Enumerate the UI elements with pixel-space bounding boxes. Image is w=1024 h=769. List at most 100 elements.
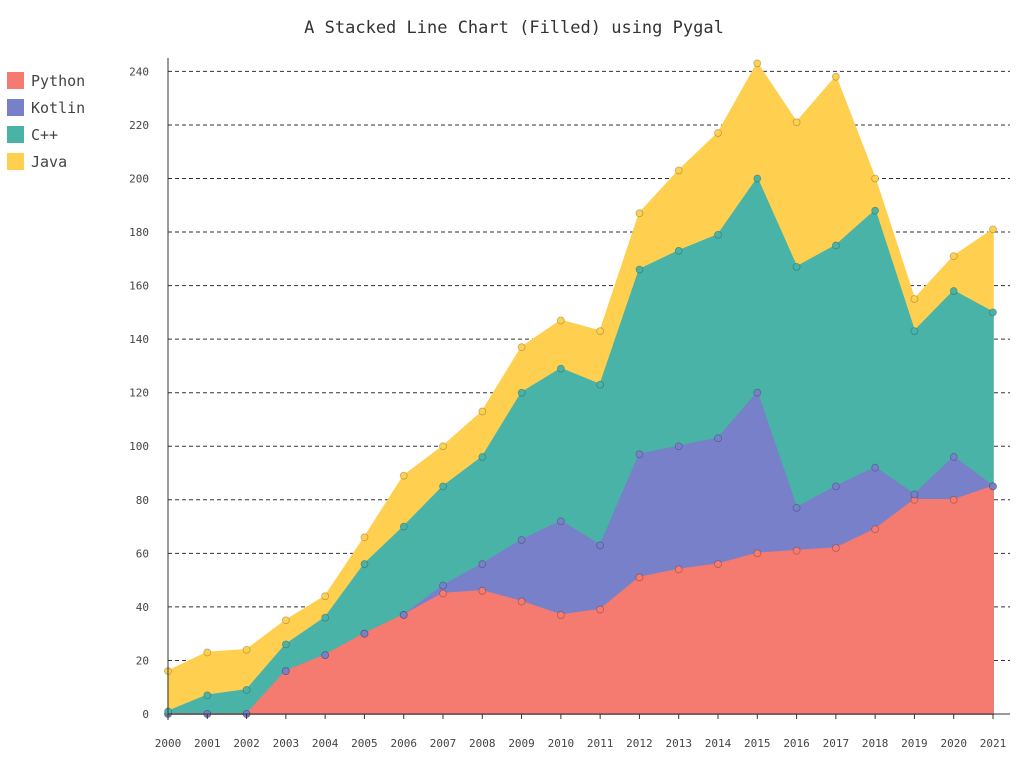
x-tick-label: 2014	[705, 737, 732, 750]
data-point-c-[interactable]	[399, 522, 408, 531]
data-point-kotlin[interactable]	[674, 442, 683, 451]
data-point-java[interactable]	[281, 616, 290, 625]
data-point-kotlin[interactable]	[989, 482, 997, 491]
x-tick-label: 2002	[233, 737, 260, 750]
data-point-c-[interactable]	[792, 262, 801, 271]
data-point-c-[interactable]	[203, 691, 212, 700]
data-point-python[interactable]	[792, 546, 801, 555]
data-point-java[interactable]	[910, 295, 919, 303]
data-point-python[interactable]	[831, 544, 840, 552]
x-tick-label: 2004	[312, 737, 339, 750]
data-point-python[interactable]	[714, 560, 722, 568]
data-point-java[interactable]	[792, 118, 801, 127]
data-point-kotlin[interactable]	[831, 482, 840, 491]
data-point-python[interactable]	[439, 589, 447, 598]
data-point-java[interactable]	[360, 533, 369, 542]
x-tick-label: 2010	[548, 737, 575, 750]
data-point-java[interactable]	[635, 209, 644, 218]
data-point-c-[interactable]	[478, 453, 487, 461]
data-point-kotlin[interactable]	[399, 611, 408, 619]
data-point-c-[interactable]	[831, 241, 840, 250]
data-point-kotlin[interactable]	[792, 503, 801, 512]
data-point-java[interactable]	[517, 343, 526, 352]
data-point-kotlin[interactable]	[556, 517, 565, 526]
data-point-c-[interactable]	[714, 230, 722, 239]
data-point-kotlin[interactable]	[517, 536, 526, 544]
data-point-kotlin[interactable]	[281, 667, 290, 676]
data-point-c-[interactable]	[556, 364, 565, 373]
data-point-kotlin[interactable]	[871, 463, 880, 472]
legend-swatch	[7, 72, 24, 89]
axis-layer: 0 20 40 60 80 100 120 140 160 180 200 220 240 2000 200…	[129, 58, 1010, 750]
x-tick-label: 2016	[783, 737, 810, 750]
data-point-c-[interactable]	[439, 482, 447, 491]
data-point-kotlin[interactable]	[360, 629, 369, 638]
data-point-python[interactable]	[596, 605, 605, 614]
x-tick-label: 2015	[744, 737, 771, 750]
data-point-python[interactable]	[871, 525, 880, 534]
data-point-python[interactable]	[674, 565, 683, 574]
data-point-kotlin[interactable]	[949, 453, 958, 461]
data-point-java[interactable]	[989, 225, 997, 234]
data-point-kotlin[interactable]	[635, 450, 644, 459]
data-point-java[interactable]	[753, 59, 762, 68]
data-point-java[interactable]	[203, 648, 212, 657]
data-point-java[interactable]	[674, 166, 683, 175]
y-tick-label: 200	[129, 172, 149, 185]
data-point-c-[interactable]	[989, 308, 997, 317]
x-tick-label: 2017	[823, 737, 850, 750]
data-point-python[interactable]	[753, 549, 762, 558]
data-point-kotlin[interactable]	[478, 560, 487, 568]
data-point-kotlin[interactable]	[596, 541, 605, 550]
x-tick-label: 2013	[665, 737, 692, 750]
data-point-c-[interactable]	[949, 287, 958, 295]
data-point-java[interactable]	[871, 174, 880, 183]
data-point-python[interactable]	[556, 611, 565, 619]
data-point-java[interactable]	[399, 471, 408, 480]
y-tick-label: 240	[129, 65, 149, 78]
data-point-c-[interactable]	[753, 174, 762, 183]
data-point-c-[interactable]	[517, 388, 526, 397]
data-point-kotlin[interactable]	[753, 388, 762, 397]
data-point-java[interactable]	[556, 316, 565, 325]
data-point-kotlin[interactable]	[714, 434, 722, 443]
legend-item-java[interactable]: Java	[7, 153, 67, 171]
data-point-python[interactable]	[517, 597, 526, 606]
data-point-java[interactable]	[478, 407, 487, 416]
data-point-java[interactable]	[439, 442, 447, 451]
y-tick-label: 20	[136, 654, 149, 667]
data-point-c-[interactable]	[596, 380, 605, 389]
legend-label: C++	[31, 126, 58, 144]
x-tick-label: 2006	[390, 737, 417, 750]
data-point-java[interactable]	[714, 129, 722, 137]
y-tick-label: 100	[129, 440, 149, 453]
data-point-c-[interactable]	[910, 327, 919, 336]
legend-item-python[interactable]: Python	[7, 72, 85, 90]
data-point-kotlin[interactable]	[321, 651, 330, 659]
data-point-c-[interactable]	[281, 640, 290, 649]
legend-swatch	[7, 99, 24, 116]
data-point-c-[interactable]	[242, 686, 251, 694]
data-point-c-[interactable]	[360, 560, 369, 568]
data-point-java[interactable]	[949, 252, 958, 261]
data-point-c-[interactable]	[674, 246, 683, 255]
chart-title: A Stacked Line Chart (Filled) using Pyga…	[304, 18, 724, 38]
data-point-kotlin[interactable]	[910, 490, 919, 499]
data-point-python[interactable]	[478, 586, 487, 595]
data-point-c-[interactable]	[321, 613, 330, 622]
data-point-java[interactable]	[321, 592, 330, 601]
data-point-python[interactable]	[635, 573, 644, 582]
data-point-java[interactable]	[831, 72, 840, 81]
data-point-java[interactable]	[596, 327, 605, 336]
data-point-c-[interactable]	[635, 265, 644, 274]
data-point-kotlin[interactable]	[439, 581, 447, 590]
legend-label: Java	[31, 153, 67, 171]
data-point-python[interactable]	[949, 495, 958, 504]
x-tick-label: 2001	[194, 737, 221, 750]
legend-item-kotlin[interactable]: Kotlin	[7, 99, 85, 117]
legend-item-c-[interactable]: C++	[7, 126, 58, 144]
y-tick-label: 180	[129, 226, 149, 239]
data-point-c-[interactable]	[871, 206, 880, 215]
data-point-java[interactable]	[242, 645, 251, 654]
